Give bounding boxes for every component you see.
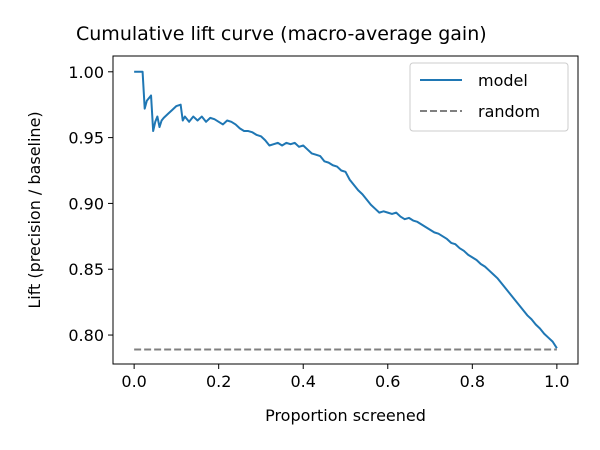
x-tick-label: 0.4 [291,372,316,391]
plot-area: 0.0 0.2 0.4 0.6 0.8 1.0 0.80 0.85 0.90 0.95 1.00 [68,55,579,391]
x-tick-label: 0.2 [206,372,231,391]
chart-title: Cumulative lift curve (macro-average gai… [76,23,487,45]
x-axis-label: Proportion screened [265,406,426,425]
y-tick-label: 1.00 [68,63,104,82]
x-tick-label: 0.8 [460,372,485,391]
plot-frame [112,55,579,365]
y-tick-label: 0.90 [68,194,104,213]
x-tick-label: 0.6 [375,372,400,391]
y-tick-label: 0.85 [68,260,104,279]
y-axis-label: Lift (precision / baseline) [25,111,44,308]
x-tick-label: 1.0 [544,372,569,391]
y-tick-label: 0.95 [68,129,104,148]
series-layer [134,70,558,351]
x-axis-ticks: 0.0 0.2 0.4 0.6 0.8 1.0 [121,364,570,391]
x-tick-label: 0.0 [121,372,146,391]
y-axis-ticks: 0.80 0.85 0.90 0.95 1.00 [68,63,113,345]
y-tick-label: 0.80 [68,326,104,345]
legend-label-random: random [478,102,540,121]
legend-label-model: model [478,71,528,90]
series-line-model [134,70,558,349]
legend: model random [409,62,569,132]
